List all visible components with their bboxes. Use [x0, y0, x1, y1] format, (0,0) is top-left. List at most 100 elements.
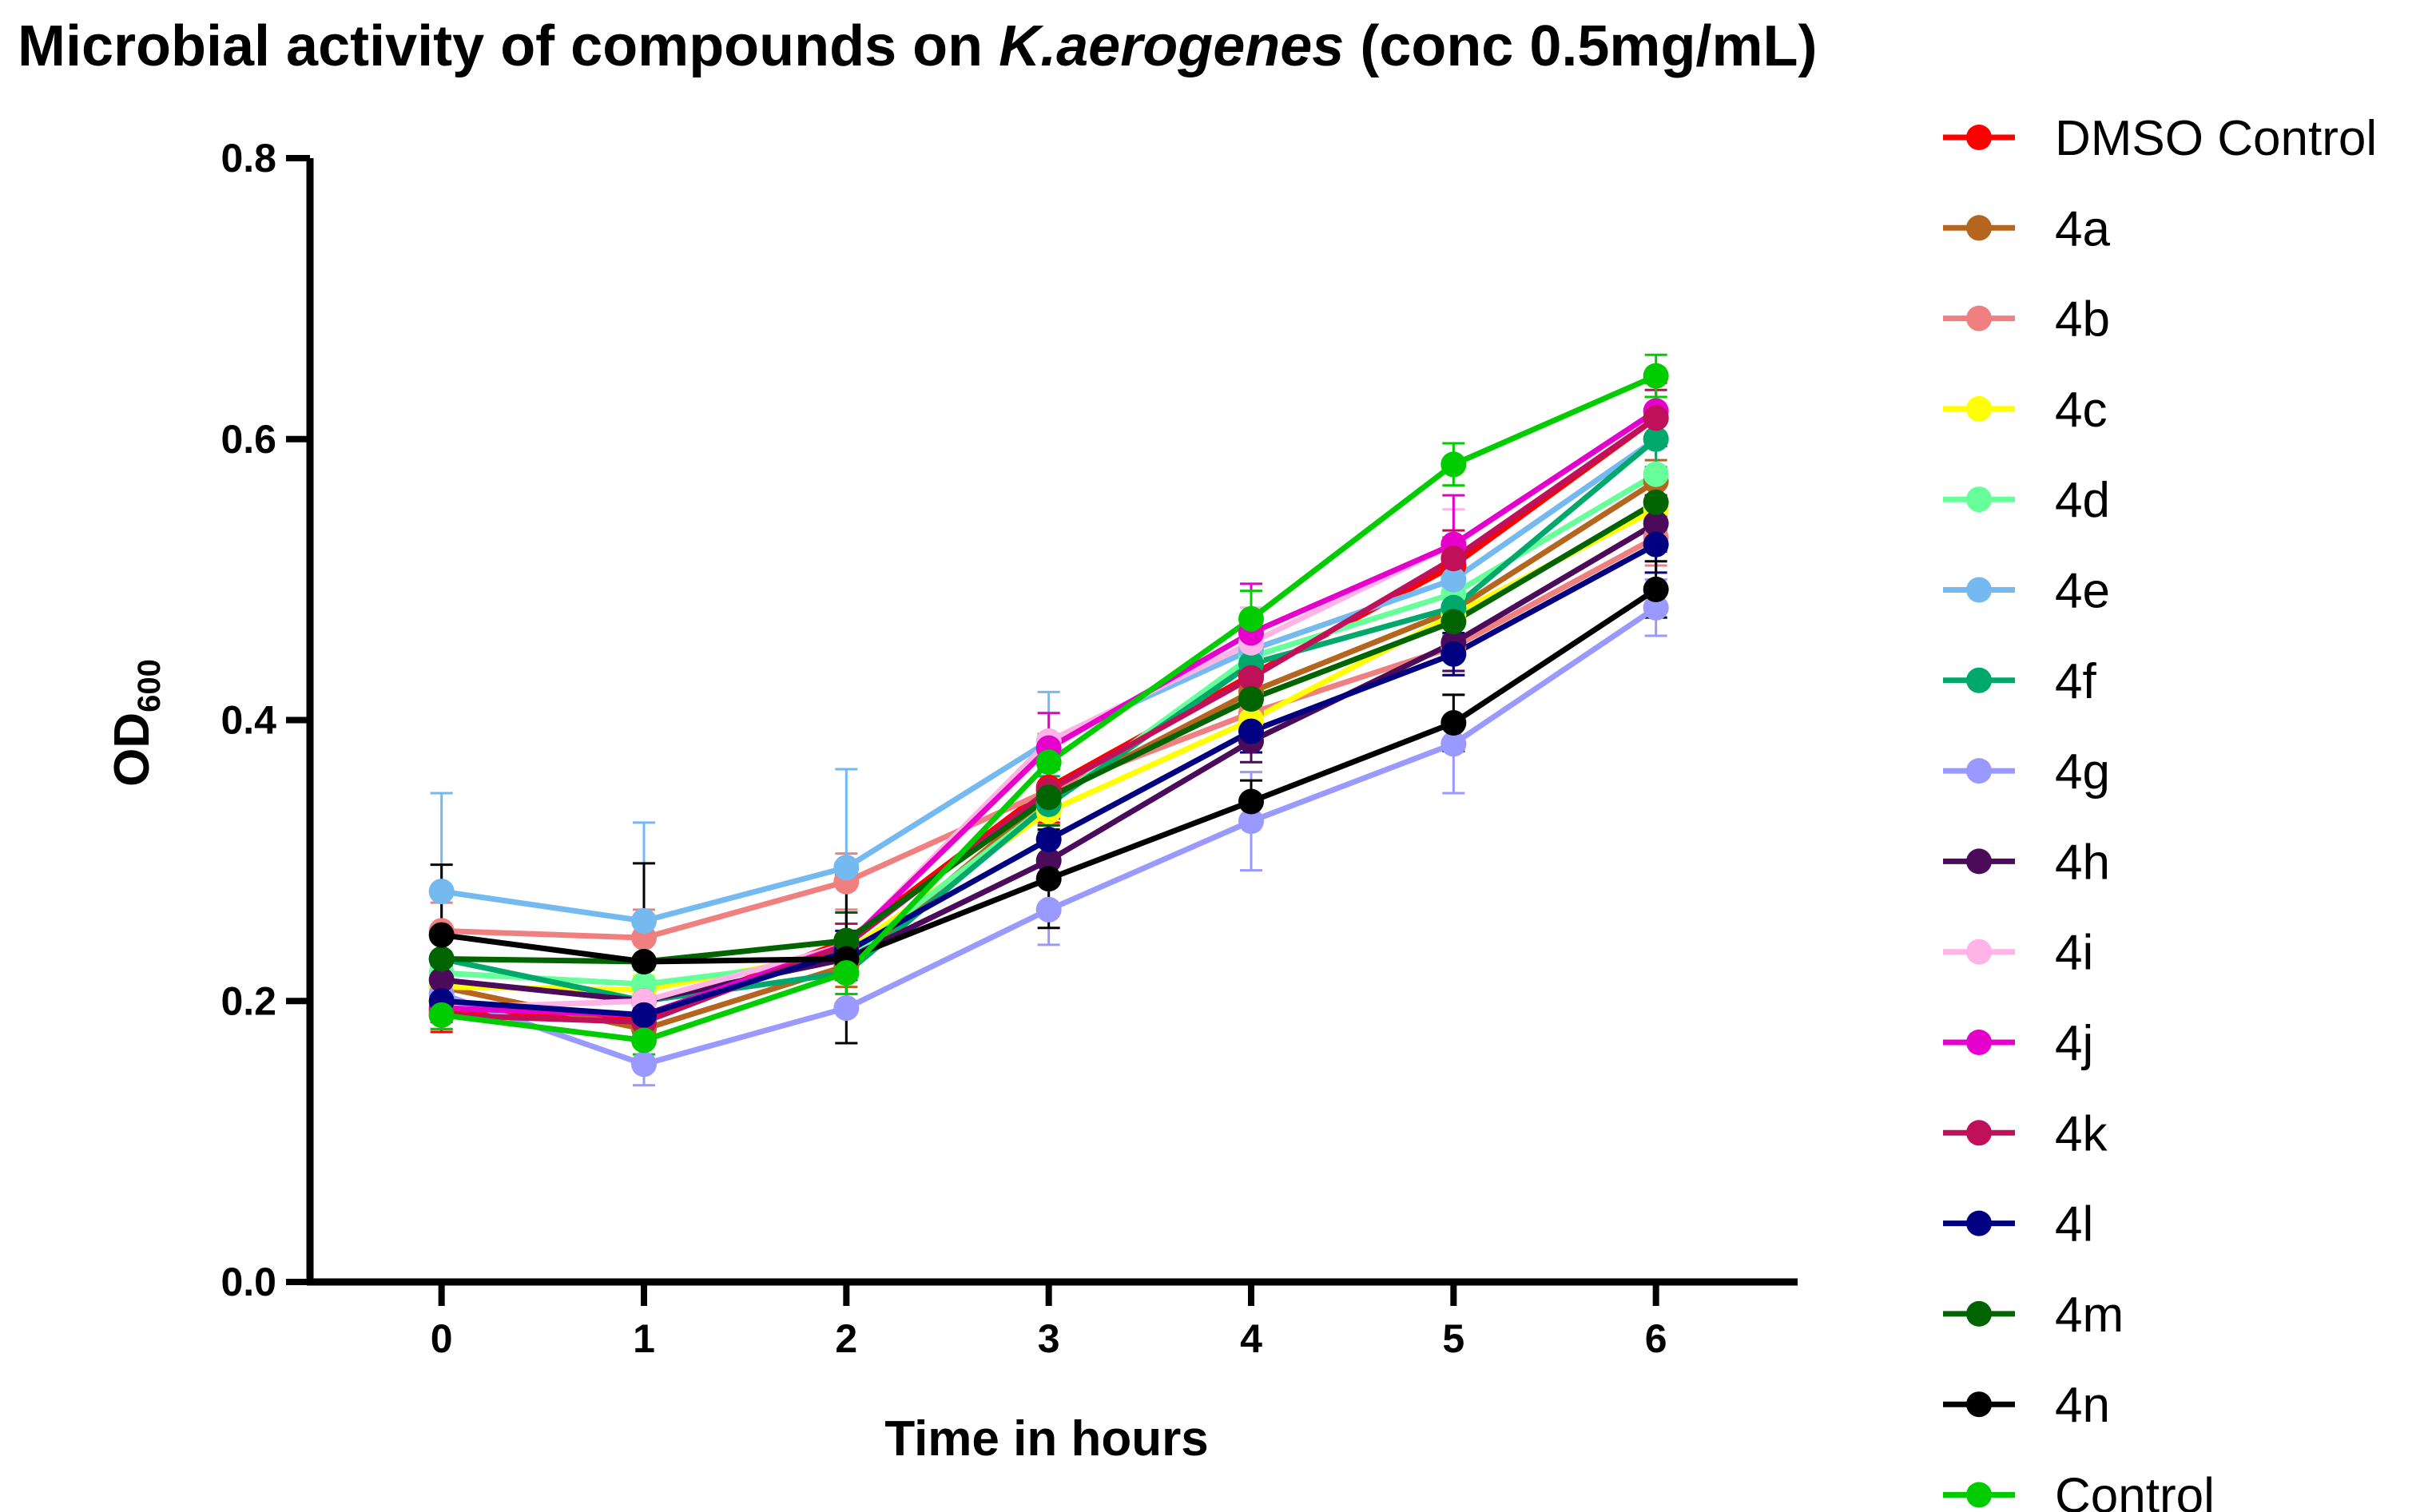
axes [306, 158, 1798, 1286]
data-point-4e [1441, 566, 1467, 593]
data-point-4m [1643, 489, 1669, 515]
data-point-4l [1238, 718, 1264, 744]
data-point-4l [1441, 641, 1467, 667]
legend-swatch-marker [1966, 848, 1992, 875]
legend-item-dmso-control: DMSO Control [1943, 111, 2377, 166]
x-tick-label: 3 [1038, 1316, 1060, 1361]
chart-title-suffix: (conc 0.5mg/mL) [1344, 14, 1817, 78]
legend-item-4c: 4c [1943, 383, 2107, 438]
data-point-control [833, 960, 860, 986]
legend-swatch-marker [1966, 758, 1992, 784]
y-tick-label: 0.8 [221, 136, 276, 181]
y-tick-label: 0.2 [221, 978, 276, 1023]
legend-label: 4h [2055, 835, 2110, 890]
legend-label: DMSO Control [2055, 111, 2377, 166]
data-point-4l [1035, 826, 1062, 852]
series-markers [428, 363, 1669, 1077]
legend-label: 4d [2055, 473, 2110, 528]
data-point-4g [631, 1051, 657, 1077]
legend-swatch-marker [1966, 1030, 1992, 1055]
legend-label: 4f [2055, 654, 2096, 709]
data-point-4m [833, 927, 860, 954]
x-tick-label: 2 [835, 1316, 857, 1361]
x-tick-label: 5 [1442, 1316, 1464, 1361]
data-point-4k [1643, 405, 1669, 431]
data-point-4h [1035, 847, 1062, 874]
legend-label: 4g [2055, 744, 2110, 800]
y-axis-label-subscript: 600 [132, 659, 167, 712]
data-point-4k [1441, 546, 1467, 572]
legend-item-4j: 4j [1943, 1016, 2093, 1071]
data-point-4d [1643, 461, 1669, 487]
y-tick-label: 0.4 [221, 698, 276, 743]
x-tick-label: 1 [633, 1316, 655, 1361]
legend-swatch-marker [1966, 305, 1992, 331]
legend-swatch-marker [1966, 939, 1992, 965]
data-point-4m [1035, 784, 1062, 811]
legend-item-4n: 4n [1943, 1378, 2110, 1433]
data-point-4l [631, 1002, 657, 1028]
legend-item-4h: 4h [1943, 835, 2110, 890]
data-point-control [1441, 451, 1467, 478]
data-point-control [1035, 749, 1062, 776]
legend-item-4f: 4f [1943, 654, 2096, 709]
data-point-4m [428, 946, 455, 972]
legend-item-4b: 4b [1943, 292, 2110, 347]
legend-label: 4m [2055, 1288, 2124, 1343]
x-tick-label: 4 [1240, 1316, 1262, 1361]
legend-item-4d: 4d [1943, 473, 2110, 528]
data-point-4n [428, 922, 455, 948]
legend-swatch-marker [1966, 125, 1992, 150]
data-point-control [631, 1027, 657, 1054]
data-point-4e [428, 879, 455, 905]
data-point-4g [1643, 594, 1669, 621]
y-axis-ticks: 0.0 0.2 0.4 0.6 0.8 [221, 136, 310, 1304]
legend: DMSO Control 4a 4b 4c 4d 4e 4f 4g 4h 4i 4j 4k 4l 4m 4n… [1943, 111, 2377, 1512]
legend-item-4i: 4i [1943, 926, 2093, 981]
y-tick-label: 0.0 [221, 1260, 276, 1304]
data-point-4n [1643, 576, 1669, 602]
legend-label: 4k [2055, 1106, 2108, 1161]
legend-label: 4l [2055, 1197, 2093, 1252]
legend-item-4m: 4m [1943, 1288, 2124, 1343]
data-point-4n [631, 949, 657, 975]
y-axis-label: OD600 [105, 659, 167, 787]
legend-label: 4a [2055, 201, 2110, 256]
legend-label: 4b [2055, 292, 2110, 347]
data-point-control [428, 1002, 455, 1028]
data-point-4f [1643, 426, 1669, 452]
data-point-4l [1643, 531, 1669, 558]
data-point-control [1643, 363, 1669, 389]
legend-label: 4c [2055, 383, 2107, 438]
data-point-4n [1238, 788, 1264, 815]
legend-swatch-marker [1966, 1482, 1992, 1508]
data-point-4h [1643, 510, 1669, 537]
data-point-4n [1441, 710, 1467, 736]
data-point-4h [428, 966, 455, 993]
legend-item-4e: 4e [1943, 564, 2110, 619]
legend-swatch-marker [1966, 215, 1992, 241]
legend-item-4g: 4g [1943, 744, 2110, 800]
data-point-4k [1238, 665, 1264, 691]
x-tick-label: 0 [431, 1316, 453, 1361]
data-point-4g [1441, 731, 1467, 757]
legend-swatch-marker [1966, 577, 1992, 603]
legend-label: 4n [2055, 1378, 2110, 1433]
legend-label: 4e [2055, 564, 2110, 619]
legend-swatch-marker [1966, 1210, 1992, 1236]
legend-swatch-marker [1966, 667, 1992, 693]
legend-label: 4i [2055, 926, 2093, 981]
legend-label: Control [2055, 1469, 2215, 1512]
data-point-4m [1238, 686, 1264, 712]
legend-swatch-marker [1966, 486, 1992, 513]
x-axis-ticks: 0 1 2 3 4 5 6 [431, 1282, 1667, 1361]
legend-swatch-marker [1966, 1391, 1992, 1418]
data-point-4g [1238, 808, 1264, 835]
chart-title: Microbial activity of compounds on K.aer… [18, 14, 1817, 78]
legend-swatch-marker [1966, 1120, 1992, 1146]
data-point-4n [1035, 866, 1062, 892]
legend-item-4k: 4k [1943, 1106, 2108, 1161]
chart-title-organism: K.aerogenes [999, 14, 1344, 78]
x-tick-label: 6 [1645, 1316, 1667, 1361]
